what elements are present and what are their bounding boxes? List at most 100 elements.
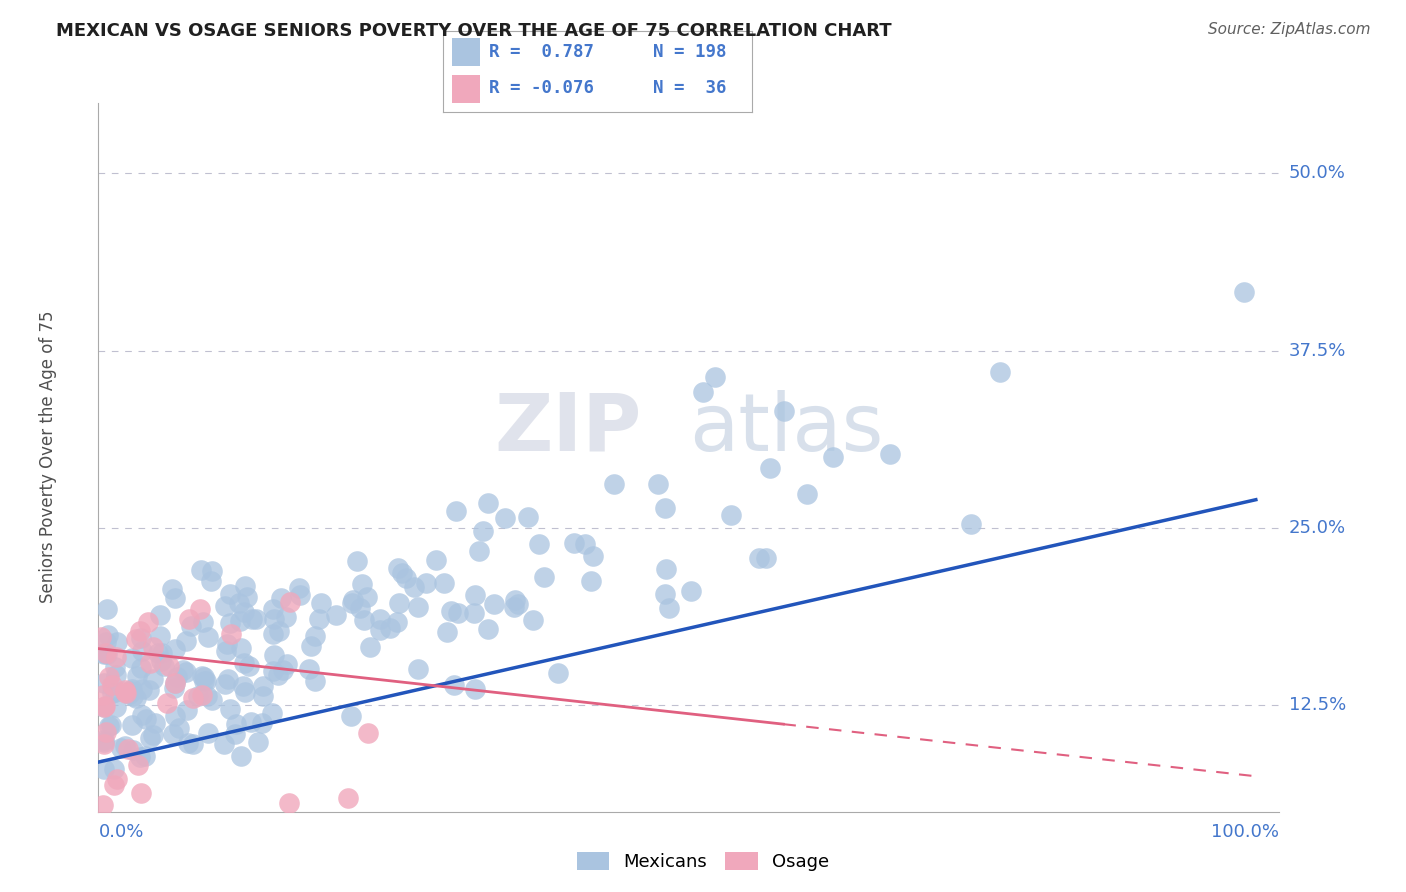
Point bbox=[127, 758, 149, 772]
Point bbox=[162, 582, 184, 596]
Point bbox=[195, 689, 218, 703]
Point bbox=[219, 702, 242, 716]
Point bbox=[201, 564, 224, 578]
Point bbox=[157, 659, 180, 673]
Point bbox=[443, 678, 465, 692]
Point bbox=[582, 549, 605, 564]
Point bbox=[262, 627, 284, 641]
Point bbox=[304, 673, 326, 688]
Point bbox=[655, 562, 678, 576]
Text: 37.5%: 37.5% bbox=[1289, 342, 1347, 359]
Point bbox=[517, 509, 540, 524]
Point bbox=[134, 748, 156, 763]
Point bbox=[135, 712, 157, 726]
Point bbox=[93, 733, 115, 747]
Point bbox=[98, 670, 121, 684]
Point bbox=[176, 703, 198, 717]
Point bbox=[444, 503, 467, 517]
Point bbox=[262, 602, 284, 616]
Point bbox=[104, 699, 127, 714]
Point bbox=[93, 647, 115, 661]
Point bbox=[131, 707, 153, 722]
Point bbox=[246, 735, 269, 749]
Point bbox=[477, 622, 499, 636]
Point bbox=[263, 612, 285, 626]
Point bbox=[163, 591, 186, 605]
Point bbox=[148, 646, 170, 660]
Point bbox=[529, 537, 551, 551]
Point bbox=[463, 606, 485, 620]
Point bbox=[356, 590, 378, 604]
Point bbox=[425, 553, 447, 567]
Point bbox=[121, 718, 143, 732]
Point bbox=[149, 654, 172, 668]
Point bbox=[93, 675, 115, 690]
Point bbox=[681, 583, 703, 598]
Point bbox=[233, 579, 256, 593]
Point bbox=[97, 628, 120, 642]
Point bbox=[408, 599, 430, 614]
Point bbox=[136, 615, 159, 629]
Point bbox=[359, 640, 381, 654]
Point bbox=[477, 495, 499, 509]
Point bbox=[337, 790, 360, 805]
Point bbox=[309, 596, 332, 610]
Point bbox=[103, 660, 125, 674]
Point bbox=[94, 635, 117, 649]
Point bbox=[165, 641, 187, 656]
Point bbox=[190, 563, 212, 577]
Point bbox=[214, 677, 236, 691]
Point bbox=[91, 797, 114, 812]
Point bbox=[494, 511, 516, 525]
Point bbox=[193, 674, 215, 689]
Point bbox=[183, 737, 205, 751]
Point bbox=[720, 508, 742, 522]
Point bbox=[368, 612, 391, 626]
Point bbox=[121, 682, 143, 697]
Point bbox=[277, 796, 299, 810]
Point bbox=[267, 667, 290, 681]
Point bbox=[960, 516, 983, 531]
Point bbox=[269, 624, 291, 638]
Point bbox=[139, 656, 162, 670]
Point bbox=[229, 641, 252, 656]
Point bbox=[579, 574, 602, 588]
Point bbox=[232, 605, 254, 619]
Point bbox=[232, 679, 254, 693]
Point bbox=[93, 762, 115, 776]
Point bbox=[181, 691, 204, 706]
Point bbox=[304, 629, 326, 643]
Point bbox=[96, 602, 118, 616]
Point bbox=[138, 683, 160, 698]
Text: 100.0%: 100.0% bbox=[1212, 823, 1279, 841]
Point bbox=[118, 687, 141, 701]
Point bbox=[704, 370, 727, 384]
Point bbox=[290, 588, 312, 602]
Point bbox=[139, 731, 162, 745]
Point bbox=[278, 595, 301, 609]
Point bbox=[658, 601, 681, 615]
Point bbox=[193, 670, 215, 684]
Point bbox=[163, 676, 186, 690]
Point bbox=[387, 596, 409, 610]
Legend: Mexicans, Osage: Mexicans, Osage bbox=[569, 845, 837, 879]
Point bbox=[98, 719, 121, 733]
Point bbox=[647, 476, 669, 491]
Point bbox=[93, 699, 115, 714]
Point bbox=[91, 688, 114, 702]
Point bbox=[692, 384, 714, 399]
Text: 25.0%: 25.0% bbox=[1289, 519, 1346, 537]
Point bbox=[506, 597, 529, 611]
Point bbox=[114, 682, 136, 697]
Point bbox=[217, 636, 239, 650]
Point bbox=[114, 739, 136, 754]
Point bbox=[167, 721, 190, 735]
Point bbox=[988, 365, 1011, 379]
Point bbox=[252, 680, 274, 694]
Point bbox=[368, 624, 391, 638]
Point bbox=[101, 686, 124, 700]
Point bbox=[94, 725, 117, 739]
Point bbox=[101, 678, 124, 692]
Point bbox=[468, 543, 491, 558]
Point bbox=[96, 646, 118, 660]
